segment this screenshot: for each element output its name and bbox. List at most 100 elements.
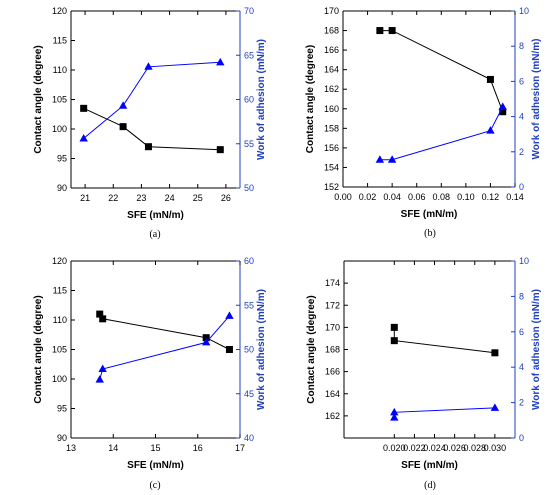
- x-tick-label: 0.14: [506, 192, 524, 202]
- y-tick-label: 168: [325, 345, 340, 355]
- y-tick-label: 162: [325, 411, 340, 421]
- y2-tick-label: 50: [244, 345, 254, 355]
- panel-label: (a): [149, 229, 160, 240]
- y-axis-title: Contact angle (degree): [33, 45, 44, 153]
- contact-angle-point: [491, 349, 499, 357]
- work-of-adhesion-point: [216, 57, 225, 66]
- work-of-adhesion-point: [486, 126, 495, 134]
- y2-tick-label: 6: [519, 76, 524, 86]
- y-tick-label: 174: [325, 278, 340, 288]
- x-tick-label: 26: [221, 193, 231, 203]
- panel-label: (d): [424, 480, 436, 491]
- y2-tick-label: 4: [519, 362, 524, 372]
- work-of-adhesion-series-line: [393, 407, 495, 418]
- contact-angle-point: [119, 123, 127, 131]
- x-tick-label: 0.06: [408, 192, 426, 202]
- y-tick-label: 100: [52, 124, 67, 134]
- y-tick-label: 95: [57, 404, 67, 414]
- work-of-adhesion-series-line: [99, 315, 230, 380]
- x-tick-label: 14: [108, 443, 118, 453]
- contact-angle-point: [376, 27, 384, 35]
- contact-angle-point: [499, 108, 507, 116]
- x-tick-label: 22: [108, 193, 118, 203]
- y-tick-label: 166: [324, 45, 339, 55]
- x-tick-label: 24: [165, 193, 175, 203]
- x-tick-label: 0.028: [463, 443, 486, 453]
- work-of-adhesion-point: [225, 311, 234, 319]
- contact-angle-point: [225, 346, 233, 353]
- y-tick-label: 172: [325, 300, 340, 310]
- y-tick-label: 115: [53, 286, 67, 296]
- x-tick-label: 0.026: [443, 443, 466, 453]
- work-of-adhesion-point: [144, 62, 153, 70]
- y2-tick-label: 6: [519, 327, 524, 337]
- chart-panel-3: 13 14 15 16 17 90 95 100 105 110 115 120 40 45 50 55 60 S…: [33, 256, 267, 491]
- y-tick-label: 166: [325, 367, 340, 377]
- y-tick-label: 90: [57, 183, 67, 193]
- y2-tick-label: 55: [244, 139, 254, 149]
- y-tick-label: 164: [325, 389, 340, 399]
- x-tick-label: 13: [66, 443, 76, 453]
- y-tick-label: 154: [324, 162, 339, 172]
- x-axis-title: SFE (mN/m): [127, 210, 184, 221]
- y-tick-label: 152: [324, 182, 339, 192]
- y2-tick-label: 0: [519, 433, 524, 443]
- y-tick-label: 105: [52, 345, 67, 355]
- y2-tick-label: 8: [519, 41, 524, 51]
- y-tick-label: 120: [52, 6, 67, 16]
- y2-tick-label: 0: [519, 182, 524, 192]
- panel-label: (b): [424, 228, 436, 239]
- x-tick-label: 16: [193, 443, 203, 453]
- y-tick-label: 162: [324, 84, 339, 94]
- work-of-adhesion-point: [490, 403, 500, 411]
- y2-tick-label: 50: [244, 183, 254, 193]
- y-axis-title: Contact angle (degree): [306, 295, 317, 403]
- x-tick-label: 0.022: [403, 443, 426, 453]
- contact-angle-point: [99, 315, 107, 323]
- contact-angle-point: [390, 323, 398, 331]
- y-tick-label: 170: [325, 322, 340, 332]
- contact-angle-point: [390, 337, 398, 345]
- y-tick-label: 120: [52, 256, 67, 266]
- work-of-adhesion-series-line: [83, 61, 221, 139]
- contact-angle-point: [486, 75, 494, 83]
- x-tick-label: 21: [80, 193, 90, 203]
- contact-angle-point: [144, 143, 152, 151]
- contact-angle-point: [202, 334, 210, 342]
- x-tick-label: 0.08: [433, 192, 451, 202]
- work-of-adhesion-point: [390, 407, 399, 416]
- x-axis-title: SFE (mN/m): [127, 460, 184, 471]
- y-axis-title: Contact angle (degree): [305, 45, 316, 153]
- work-of-adhesion-point: [118, 101, 128, 109]
- work-of-adhesion-point: [98, 364, 107, 372]
- x-tick-label: 0.04: [383, 192, 401, 202]
- contact-angle-point: [96, 310, 104, 318]
- y2-tick-label: 65: [244, 50, 254, 60]
- x-axis-title: SFE (mN/m): [401, 209, 458, 220]
- y-tick-label: 115: [53, 36, 67, 46]
- work-of-adhesion-point: [95, 375, 104, 383]
- y2-tick-label: 2: [519, 147, 524, 157]
- y-tick-label: 100: [52, 374, 67, 384]
- y2-tick-label: 45: [244, 389, 254, 399]
- y2-tick-label: 70: [244, 6, 254, 16]
- y-tick-label: 164: [324, 65, 339, 75]
- y-tick-label: 170: [324, 6, 339, 16]
- x-tick-label: 0.10: [457, 192, 475, 202]
- work-of-adhesion-point: [498, 102, 507, 110]
- x-tick-label: 0.030: [484, 443, 507, 453]
- y-axis-title: Contact angle (degree): [33, 295, 44, 403]
- y2-axis-title: Work of adhesion (mN/m): [256, 39, 267, 160]
- panel-label: (c): [149, 480, 160, 491]
- y-tick-label: 110: [53, 65, 67, 75]
- contact-angle-point: [388, 27, 396, 35]
- x-tick-label: 15: [150, 443, 160, 453]
- chart-panel-2: 0.00 0.02 0.04 0.06 0.08 0.10 0.12 0.14 152 154 15…: [305, 6, 542, 239]
- y2-tick-label: 60: [244, 256, 254, 266]
- x-tick-label: 0.12: [482, 192, 500, 202]
- x-tick-label: 23: [136, 193, 146, 203]
- y-tick-label: 158: [324, 123, 339, 133]
- y2-tick-label: 40: [244, 433, 254, 443]
- x-tick-label: 0.020: [383, 443, 406, 453]
